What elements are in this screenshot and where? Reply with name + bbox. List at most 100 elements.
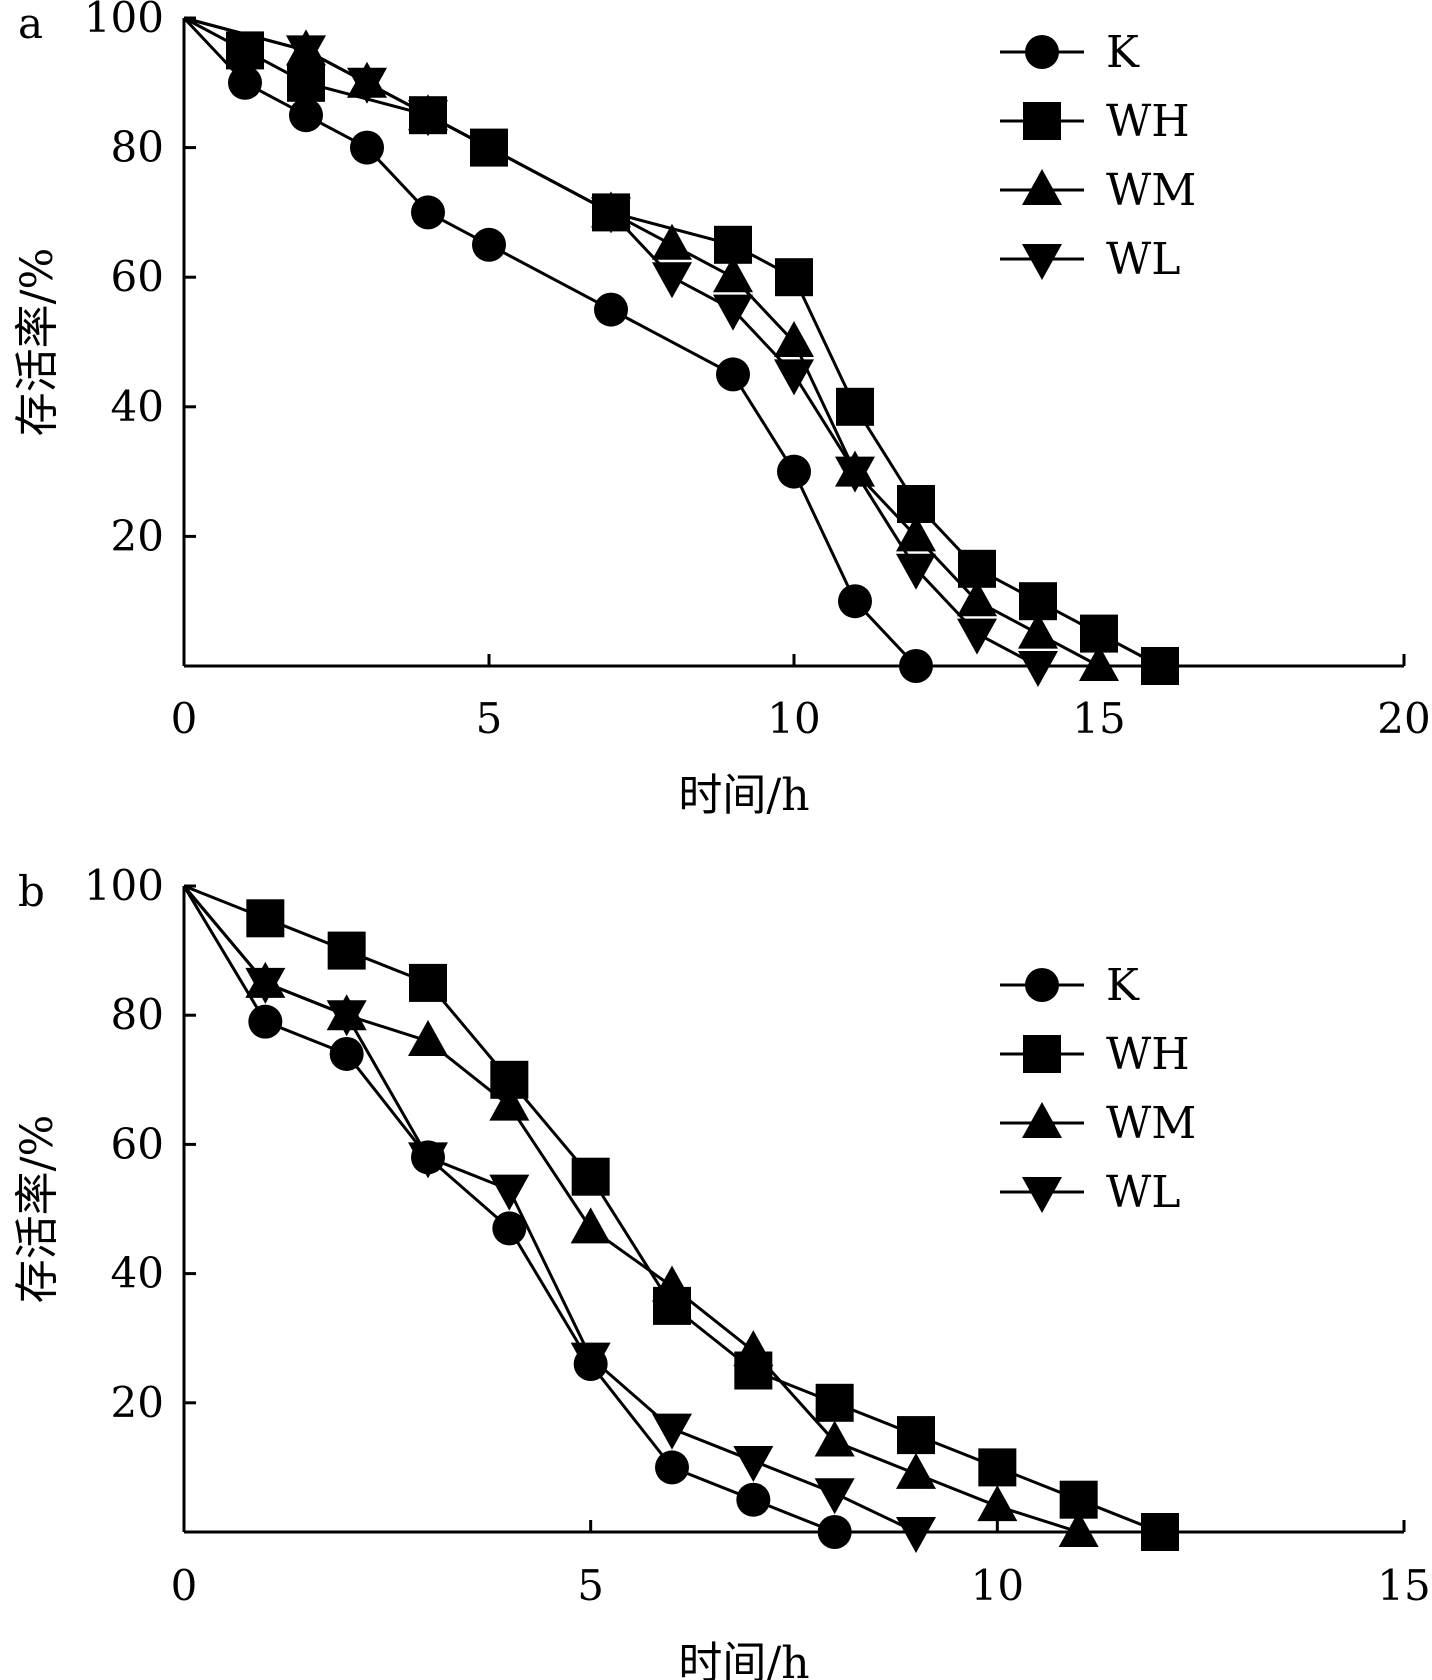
data-point-WH [1141,1513,1179,1551]
data-point-WL [652,1413,692,1450]
x-tick-label: 15 [1377,1561,1430,1610]
legend-item-WL: WL [1000,1167,1180,1218]
data-point-K [329,1036,364,1071]
panel-label: a [18,0,43,48]
x-tick-label: 20 [1377,694,1430,743]
data-point-WM [1018,612,1058,649]
legend-marker-WH [1023,1035,1061,1073]
data-point-WH [775,258,813,297]
data-point-WL [591,197,631,234]
data-point-K [838,584,872,619]
data-point-WH [327,931,366,970]
data-point-WL [1018,651,1058,687]
data-point-WM [408,1020,448,1057]
data-point-WL [408,100,448,137]
data-point-WM [733,1330,774,1367]
data-point-WH [978,1448,1017,1487]
data-point-K [411,195,445,230]
data-point-WH [815,1383,854,1422]
data-point-WM [896,515,936,552]
data-point-K [777,454,811,489]
legend: K WH WM WL [1000,960,1196,1218]
data-point-WL [286,35,326,72]
data-point-WM [713,256,753,293]
data-point-WL [957,618,997,655]
data-point-WM [896,1452,936,1489]
legend-marker-WM [1022,1102,1062,1138]
y-tick-label: 60 [111,252,164,301]
legend-marker-WH [1023,102,1061,140]
data-point-WL [347,67,387,104]
legend-item-K: K [1000,27,1140,78]
data-point-K [228,65,262,100]
series-WM [182,885,1099,1547]
data-point-WL [835,456,875,493]
data-point-K [655,1450,689,1485]
legend-item-WH: WH [1000,1029,1190,1080]
data-point-WM [1058,1511,1099,1547]
legend-marker-K [1025,35,1059,69]
data-point-K [248,1004,283,1039]
data-point-WL [733,1445,774,1482]
data-point-WH [571,1157,610,1196]
x-tick-label: 0 [171,694,198,743]
y-axis-label: 存活率/% [12,1115,63,1304]
y-axis-label: 存活率/% [12,248,63,437]
data-point-WL [408,1142,448,1179]
data-point-WM [570,1207,611,1244]
data-point-WM [652,1265,692,1302]
legend-item-K: K [1000,960,1140,1011]
y-tick-label: 80 [111,123,164,172]
y-tick-label: 40 [111,382,164,431]
series-K [182,16,933,683]
legend-label: K [1106,960,1140,1011]
data-point-K [492,1211,527,1246]
x-tick-label: 10 [971,1561,1024,1610]
legend-marker-WL [1022,244,1062,280]
x-tick-label: 15 [1072,694,1125,743]
series-WL [183,16,1058,687]
legend-label: WH [1106,96,1190,147]
legend-label: WM [1106,1098,1196,1149]
y-tick-label: 60 [111,1119,164,1168]
y-tick-label: 40 [111,1249,164,1298]
legend-item-WL: WL [1000,234,1180,285]
x-tick-label: 5 [577,1561,604,1610]
data-point-K [716,357,750,392]
series-WH [183,884,1179,1551]
data-point-WL [814,1478,855,1515]
x-tick-label: 0 [171,1561,198,1610]
y-tick-label: 20 [111,1378,164,1427]
data-point-K [817,1515,852,1549]
legend: K WH WM WL [1000,27,1196,285]
data-point-WM [1079,645,1119,681]
data-point-WL [896,1517,936,1553]
data-point-WM [977,1485,1018,1522]
data-point-WL [774,359,814,396]
data-point-K [350,130,384,165]
data-point-WL [326,1000,367,1037]
x-axis-label: 时间/h [678,1638,809,1680]
legend-marker-K [1025,968,1059,1002]
data-point-WM [652,223,692,260]
data-point-K [594,292,628,327]
x-tick-label: 5 [476,694,503,743]
data-point-WL [713,294,753,331]
data-point-WH [246,899,285,938]
legend-item-WM: WM [1000,165,1196,216]
series-WL [182,885,936,1553]
data-point-WH [836,387,874,426]
legend-item-WH: WH [1000,96,1190,147]
series-line-WL [182,885,917,1534]
y-tick-label: 100 [84,861,164,910]
legend-marker-WL [1022,1177,1062,1213]
x-tick-label: 10 [767,694,820,743]
data-point-WM [814,1420,855,1457]
data-point-K [289,98,323,133]
data-point-WL [245,967,286,1004]
series-K [182,885,852,1549]
data-point-WL [652,262,692,299]
data-point-K [899,649,933,683]
legend-label: WM [1106,165,1196,216]
